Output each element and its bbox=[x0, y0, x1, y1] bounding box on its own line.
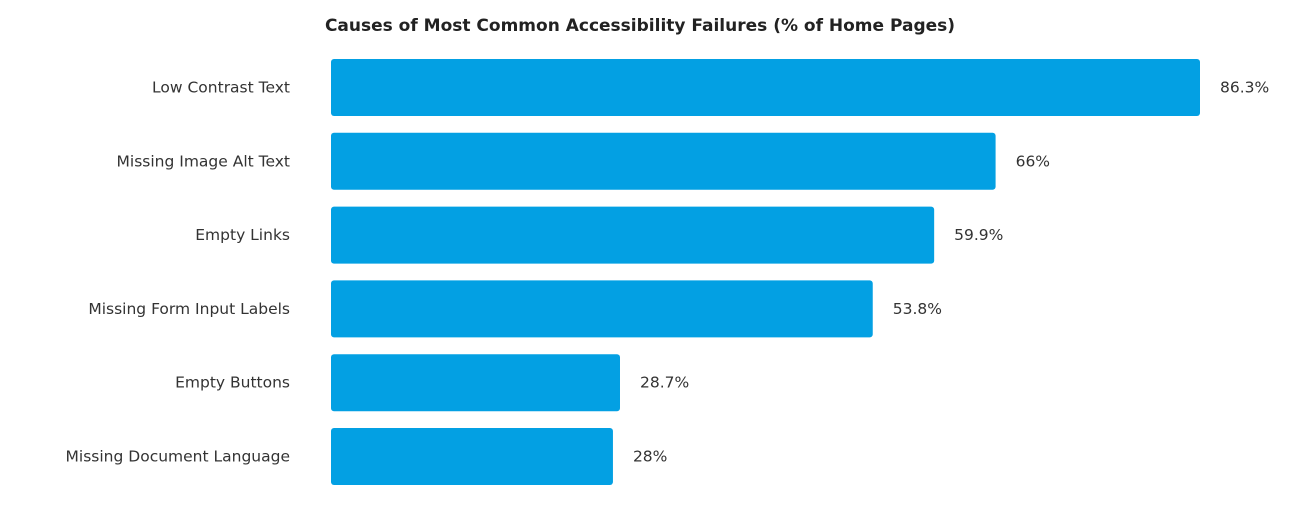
bar-empty-buttons bbox=[331, 354, 620, 412]
value-label-low-contrast-text: 86.3% bbox=[1220, 79, 1269, 97]
bar-missing-form-input-labels bbox=[331, 280, 873, 338]
value-label-missing-image-alt-text: 66% bbox=[1016, 152, 1050, 170]
category-label-empty-links: Empty Links bbox=[195, 226, 290, 244]
category-label-missing-image-alt-text: Missing Image Alt Text bbox=[117, 152, 290, 170]
value-label-missing-document-language: 28% bbox=[633, 448, 667, 466]
value-label-empty-buttons: 28.7% bbox=[640, 374, 689, 392]
category-label-empty-buttons: Empty Buttons bbox=[175, 374, 290, 392]
value-labels-group: 86.3% 66% 59.9% 53.8% 28.7% 28% bbox=[633, 79, 1269, 466]
category-labels-group: Low Contrast Text Missing Image Alt Text E… bbox=[66, 79, 290, 466]
bar-missing-image-alt-text bbox=[331, 132, 996, 190]
bar-low-contrast-text bbox=[331, 59, 1200, 116]
value-label-missing-form-input-labels: 53.8% bbox=[893, 300, 942, 318]
category-label-missing-document-language: Missing Document Language bbox=[66, 448, 290, 466]
value-label-empty-links: 59.9% bbox=[954, 226, 1003, 244]
bars-group bbox=[331, 59, 1200, 485]
bar-missing-document-language bbox=[331, 428, 613, 485]
category-label-missing-form-input-labels: Missing Form Input Labels bbox=[88, 300, 290, 318]
chart-title: Causes of Most Common Accessibility Fail… bbox=[324, 16, 956, 36]
category-label-low-contrast-text: Low Contrast Text bbox=[152, 79, 290, 97]
bar-empty-links bbox=[331, 206, 935, 264]
